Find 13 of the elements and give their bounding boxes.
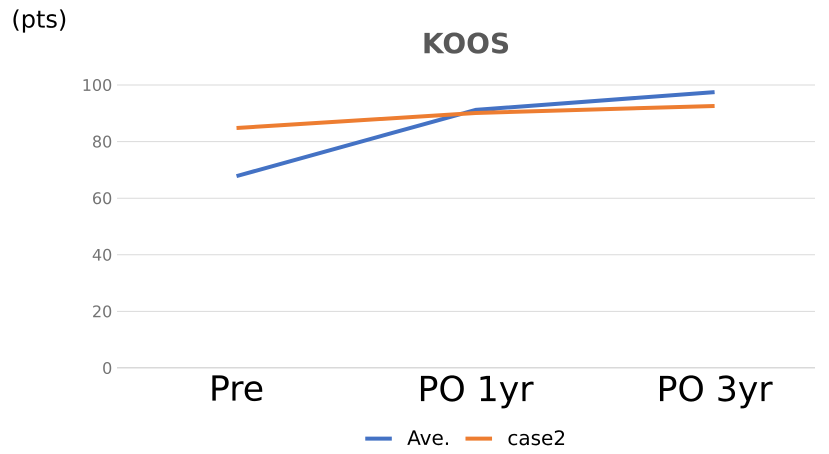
y-tick-label: 60 xyxy=(93,192,112,204)
y-tick-label: 0 xyxy=(103,362,112,374)
y-axis-title: (pts) xyxy=(13,9,66,33)
legend-label: case2 xyxy=(508,430,564,446)
legend-label: Ave. xyxy=(407,430,448,446)
x-tick-label: PO 3yr xyxy=(660,375,773,408)
y-tick-label: 20 xyxy=(93,305,112,318)
x-tick-label: Pre xyxy=(212,375,262,402)
x-tick-label: PO 1yr xyxy=(420,375,534,408)
y-tick-label: 100 xyxy=(84,78,112,92)
y-tick-label: 80 xyxy=(93,136,112,148)
y-tick-label: 40 xyxy=(92,248,112,261)
chart-title: KOOS xyxy=(424,32,508,54)
